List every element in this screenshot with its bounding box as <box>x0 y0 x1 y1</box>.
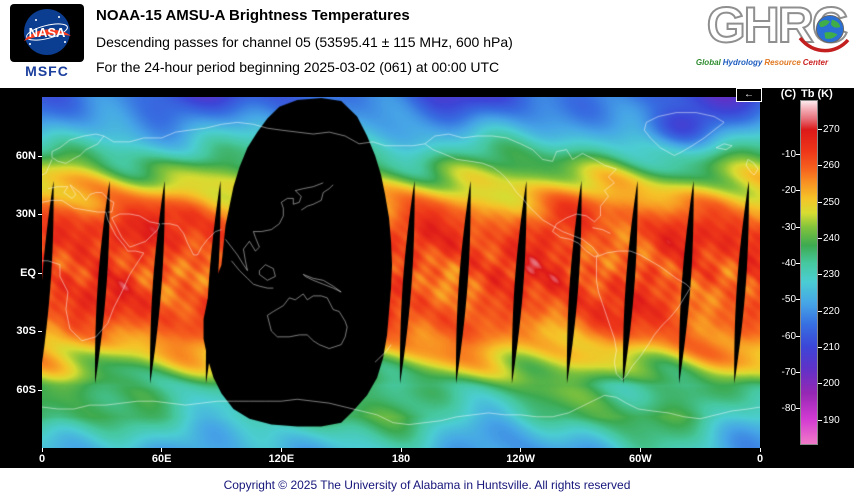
ghrc-tagline-word: Global <box>695 58 721 67</box>
colorbar-kelvin-tick-label: 230 <box>823 269 840 281</box>
colorbar-celsius-tick-label: -60 <box>781 330 796 342</box>
nasa-logo: NASA <box>10 4 84 62</box>
colorbar-celsius-tick-label: -40 <box>781 257 796 269</box>
lat-tick-label: 30N <box>15 208 36 220</box>
colorbar-tick-mark <box>818 346 822 348</box>
colorbar-celsius-header: (C) <box>780 88 796 100</box>
colorbar-tick-mark <box>796 262 800 264</box>
ghrc-logo: GHRC Global Hydrology Resource Center <box>676 0 850 86</box>
colorbar-tick-mark <box>818 201 822 203</box>
previous-day-button[interactable]: ← <box>736 88 762 102</box>
period-subtitle: For the 24-hour period beginning 2025-03… <box>96 59 500 75</box>
ghrc-swoosh-icon <box>798 36 850 53</box>
lon-tick-label: 0 <box>756 453 764 465</box>
colorbar-tick-mark <box>818 274 822 276</box>
lat-tick-label: 30S <box>16 325 36 337</box>
colorbar-celsius-tick-label: -70 <box>781 366 796 378</box>
colorbar-tick-mark <box>818 129 822 131</box>
ghrc-tagline: Global Hydrology Resource Center <box>676 58 848 67</box>
lon-tick-mark <box>41 448 43 452</box>
lon-tick-label: 180 <box>391 453 411 465</box>
colorbar-tick-mark <box>818 310 822 312</box>
lon-tick-label: 120W <box>506 453 536 465</box>
colorbar-celsius-tick-label: -20 <box>781 185 796 197</box>
colorbar-tick-mark <box>818 238 822 239</box>
colorbar-kelvin-tick-label: 220 <box>823 305 840 317</box>
nasa-center-label: MSFC <box>25 63 69 79</box>
lat-tick-mark <box>38 155 42 157</box>
colorbar-tick-mark <box>796 408 800 410</box>
colorbar-kelvin-tick-label: 210 <box>823 341 840 353</box>
colorbar-tick-mark <box>796 226 800 228</box>
lat-tick-label: 60S <box>16 383 36 396</box>
footer: Copyright © 2025 The University of Alaba… <box>0 468 854 502</box>
lat-tick-mark <box>38 331 42 332</box>
page-title: NOAA-15 AMSU-A Brightness Temperatures <box>96 7 410 24</box>
colorbar-tick-mark <box>796 153 800 155</box>
lat-tick-label: EQ <box>20 266 36 279</box>
colorbar-celsius-tick-label: -50 <box>781 294 796 306</box>
colorbar-tick-mark <box>796 190 800 192</box>
lon-tick-label: 60E <box>151 453 172 465</box>
colorbar-tick-mark <box>818 419 822 421</box>
lon-tick-label: 0 <box>38 453 46 465</box>
colorbar-celsius-tick-label: -10 <box>781 148 796 160</box>
lon-tick-mark <box>161 448 163 452</box>
lon-tick-label: 120E <box>268 453 295 465</box>
copyright-text: Copyright © 2025 The University of Alaba… <box>223 478 631 492</box>
colorbar-tick-mark <box>796 371 800 373</box>
map-panel: ← (C) Tb (K) 60N 30N EQ 30S 60S 0 60E 120E 180 12… <box>0 88 854 468</box>
ghrc-tagline-word: Center <box>802 58 829 67</box>
colorbar-kelvin-header: Tb (K) <box>801 88 833 100</box>
header: NASA MSFC NOAA-15 AMSU-A Brightness Temp… <box>0 0 854 88</box>
lon-tick-mark <box>280 448 282 452</box>
lon-tick-mark <box>639 448 641 452</box>
svg-text:NASA: NASA <box>29 25 66 40</box>
title-block: NOAA-15 AMSU-A Brightness Temperatures D… <box>96 7 656 84</box>
colorbar-kelvin-tick-label: 240 <box>823 233 840 244</box>
globe-icon <box>815 14 845 44</box>
channel-subtitle: Descending passes for channel 05 (53595.… <box>96 34 513 50</box>
lat-tick-mark <box>38 389 42 391</box>
colorbar-kelvin-tick-label: 200 <box>823 378 840 390</box>
ghrc-tagline-word: Hydrology <box>722 58 763 67</box>
nasa-insignia-icon: NASA <box>24 9 71 55</box>
colorbar-tick-mark <box>818 165 822 167</box>
colorbar-tick-mark <box>796 299 800 301</box>
lon-tick-label: 60W <box>629 453 652 465</box>
colorbar-kelvin-tick-label: 190 <box>823 414 840 426</box>
lat-tick-mark <box>38 214 42 215</box>
lat-tick-label: 60N <box>15 149 36 162</box>
lon-tick-mark <box>759 448 761 452</box>
lat-tick-mark <box>38 272 42 274</box>
lon-tick-mark <box>520 448 522 452</box>
lon-tick-mark <box>400 448 402 452</box>
ghrc-tagline-word: Resource <box>764 58 801 67</box>
colorbar-kelvin-tick-label: 250 <box>823 196 840 208</box>
colorbar-celsius-tick-label: -30 <box>781 221 796 233</box>
colorbar-celsius-tick-label: -80 <box>781 403 796 415</box>
colorbar-kelvin-tick-label: 260 <box>823 160 840 172</box>
colorbar <box>800 100 818 445</box>
brightness-temperature-map <box>42 97 760 448</box>
colorbar-tick-mark <box>796 335 800 337</box>
colorbar-kelvin-tick-label: 270 <box>823 124 840 136</box>
colorbar-tick-mark <box>818 383 822 385</box>
